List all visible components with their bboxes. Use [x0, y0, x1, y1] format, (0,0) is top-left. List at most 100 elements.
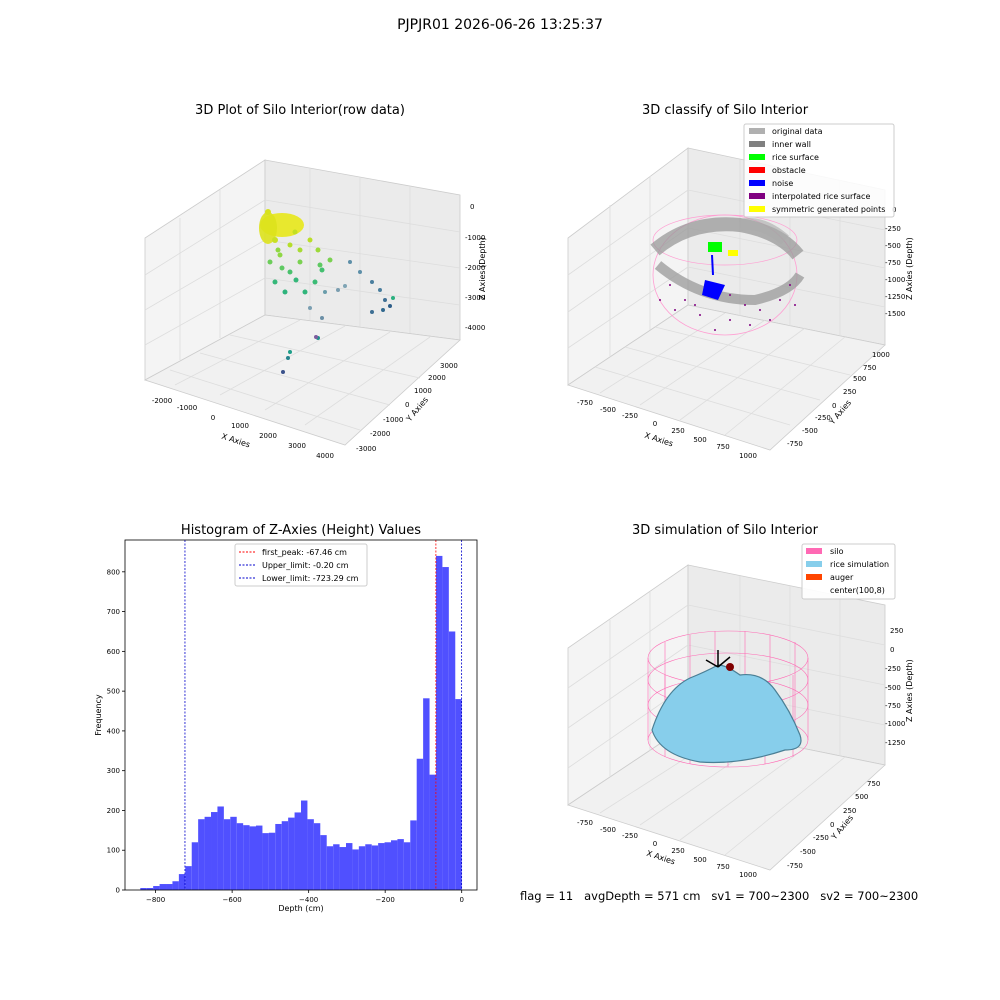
- raw-y-tick: 3000: [440, 362, 458, 370]
- legend-swatch-rice-simulation: [806, 561, 822, 567]
- legend-auger: auger: [830, 573, 854, 582]
- hist-y-tick-label: 200: [107, 807, 120, 815]
- sim-y-tick: -250: [813, 834, 829, 842]
- sim-center-axes: [705, 650, 731, 668]
- sim-x-tick: 750: [716, 863, 729, 871]
- hist-x-ticks: −800 −600 −400 −200 0: [146, 890, 464, 904]
- sim-x-tick: -250: [622, 832, 638, 840]
- hist-bar: [211, 812, 218, 890]
- hist-bar: [410, 820, 417, 890]
- classify-y-axis-label: Y Axies: [827, 398, 853, 427]
- raw-z-axis-label: Z Axies (Depth): [478, 237, 487, 300]
- sim-z-axis-label: Z Axies (Depth): [905, 659, 914, 722]
- legend-interpolated: interpolated rice surface: [772, 192, 870, 201]
- raw-x-tick: -1000: [177, 404, 197, 412]
- sim-legend-box: [801, 543, 896, 600]
- legend-swatch-inner-wall: [749, 141, 765, 147]
- classify-x-tick: -250: [622, 412, 638, 420]
- raw-x-tick: 0: [211, 414, 215, 422]
- sim-auger-marker: [726, 663, 734, 671]
- legend-swatch-original-data: [749, 128, 765, 134]
- legend-swatch-auger: [806, 574, 822, 580]
- hist-x-tick-label: 0: [459, 896, 463, 904]
- sim-z-tick: -1000: [885, 720, 905, 728]
- classify-y-tick: 750: [863, 364, 876, 372]
- hist-bar: [249, 826, 257, 890]
- hist-bar: [268, 832, 276, 890]
- sim-z-tick: -500: [885, 684, 901, 692]
- sim-y-tick: 250: [843, 807, 856, 815]
- raw-y-tick: 1000: [414, 387, 432, 395]
- classify-x-axis-label: X Axies: [643, 431, 674, 449]
- classify-inner-wall: [650, 217, 804, 260]
- sim-x-axis-ticks: -750 -500 -250 0 250 500 750 1000 X Axie…: [577, 819, 757, 879]
- classify-plot-title: 3D classify of Silo Interior: [641, 103, 809, 118]
- hist-bar: [159, 884, 167, 890]
- hist-x-tick-label: −800: [146, 896, 165, 904]
- hist-bar: [397, 839, 404, 890]
- hist-bar: [384, 842, 391, 890]
- sim-x-tick: -500: [600, 826, 616, 834]
- sim-y-tick: -750: [787, 862, 803, 870]
- depth-histogram: −800 −600 −400 −200 0 0 100 200 300 400 500 600 700…: [94, 539, 478, 913]
- classify-3d-plot: -750 -500 -250 0 250 500 750 1000 X Axie…: [567, 123, 914, 460]
- hist-bar: [236, 823, 244, 890]
- hist-bar: [185, 866, 192, 890]
- sim-x-tick: 250: [671, 847, 684, 855]
- hist-y-ticks: 0 100 200 300 400 500 600 700 800: [107, 568, 125, 895]
- legend-symmetric: symmetric generated points: [772, 205, 885, 214]
- hist-bar: [140, 888, 147, 890]
- classify-point-cloud: [650, 214, 805, 336]
- sim-z-tick: 0: [890, 646, 894, 654]
- sim-y-tick: 0: [830, 821, 834, 829]
- hist-bar: [307, 819, 314, 890]
- classify-z-axis-label: Z Axies (Depth): [905, 237, 914, 300]
- classify-z-tick: -1250: [885, 293, 905, 301]
- hist-bar: [435, 555, 443, 890]
- hist-ref-lines: [184, 540, 463, 890]
- raw-x-tick: 1000: [231, 422, 249, 430]
- raw-x-axis-ticks: -2000 -1000 0 1000 2000 3000 4000 X Axie…: [152, 397, 334, 460]
- classify-y-tick: 1000: [872, 351, 890, 359]
- classify-grid-lines: [567, 159, 886, 436]
- hist-bar: [365, 844, 372, 890]
- sim-x-tick: 500: [693, 856, 706, 864]
- classify-symmetric-points: [728, 250, 738, 256]
- classify-y-tick: -250: [815, 414, 831, 422]
- legend-swatch-rice-surface: [749, 154, 765, 160]
- hist-x-label: Depth (cm): [278, 904, 323, 913]
- classify-floor-pane: [567, 304, 886, 451]
- hist-bar: [262, 833, 269, 890]
- raw-x-tick: -2000: [152, 397, 172, 405]
- hist-bar: [313, 823, 321, 890]
- hist-y-tick-label: 100: [107, 847, 120, 855]
- hist-y-label: Frequency: [94, 694, 103, 736]
- hist-bar: [416, 758, 424, 890]
- sim-x-tick: 1000: [739, 871, 757, 879]
- hist-bar: [191, 842, 199, 890]
- classify-x-tick: -500: [600, 406, 616, 414]
- raw-y-tick: 0: [405, 401, 409, 409]
- hist-y-tick-label: 400: [107, 727, 120, 735]
- status-line: flag = 11 avgDepth = 571 cm sv1 = 700~23…: [520, 889, 919, 903]
- hist-bar: [378, 843, 385, 890]
- legend-inner-wall: inner wall: [772, 140, 811, 149]
- legend-swatch-interpolated: [749, 193, 765, 199]
- hist-bar: [256, 825, 263, 890]
- hist-x-tick-label: −400: [299, 896, 318, 904]
- hist-bar: [390, 840, 398, 890]
- legend-obstacle: obstacle: [772, 166, 806, 175]
- classify-x-tick: 750: [716, 443, 729, 451]
- classify-x-tick: -750: [577, 399, 593, 407]
- hist-bar: [358, 846, 366, 890]
- classify-x-tick: 250: [671, 427, 684, 435]
- classify-y-tick: 0: [832, 402, 836, 410]
- classify-y-tick: 500: [853, 375, 866, 383]
- raw-3d-axes-box: [143, 159, 461, 446]
- legend-swatch-noise: [749, 180, 765, 186]
- hist-legend-box: [234, 543, 368, 587]
- sim-floor-pane: [567, 724, 886, 871]
- classify-x-tick: 1000: [739, 452, 757, 460]
- hist-bar: [230, 816, 237, 890]
- hist-bar: [204, 816, 212, 890]
